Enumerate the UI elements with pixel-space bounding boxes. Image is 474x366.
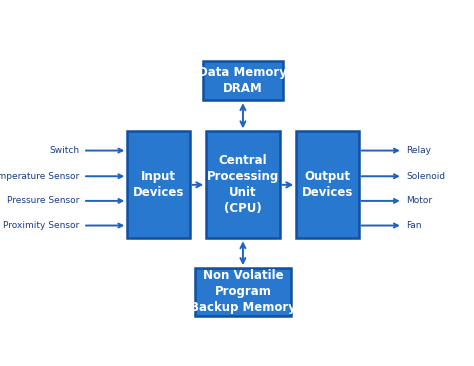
Text: Pressure Sensor: Pressure Sensor — [7, 197, 80, 205]
Text: Non Volatile
Program
Backup Memory: Non Volatile Program Backup Memory — [190, 269, 296, 314]
FancyBboxPatch shape — [202, 61, 283, 100]
Text: Central
Processing
Unit
(CPU): Central Processing Unit (CPU) — [207, 154, 279, 215]
FancyBboxPatch shape — [127, 131, 190, 238]
Text: Switch: Switch — [49, 146, 80, 155]
Text: Output
Devices: Output Devices — [302, 170, 353, 199]
Text: Data Memory
DRAM: Data Memory DRAM — [199, 66, 287, 95]
Text: Relay: Relay — [406, 146, 431, 155]
Text: Input
Devices: Input Devices — [133, 170, 184, 199]
FancyBboxPatch shape — [206, 131, 280, 238]
Text: Solenoid: Solenoid — [406, 172, 446, 181]
Text: Proximity Sensor: Proximity Sensor — [3, 221, 80, 230]
Text: Motor: Motor — [406, 197, 432, 205]
Text: Fan: Fan — [406, 221, 422, 230]
Text: Temperature Sensor: Temperature Sensor — [0, 172, 80, 181]
FancyBboxPatch shape — [195, 268, 291, 316]
FancyBboxPatch shape — [296, 131, 359, 238]
